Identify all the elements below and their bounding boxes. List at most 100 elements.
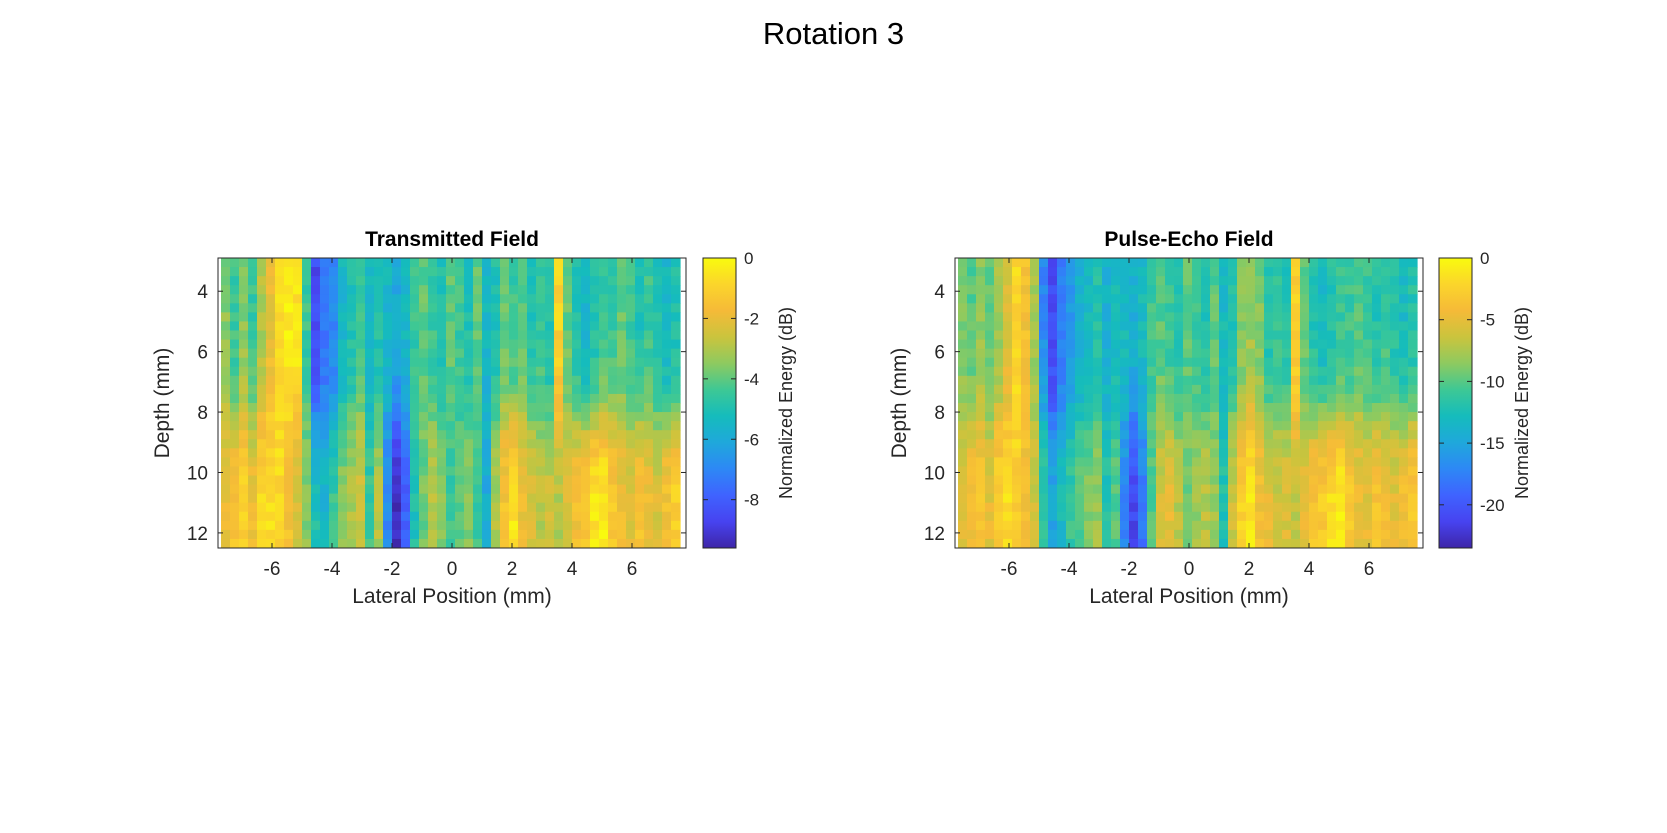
heatmap-cell xyxy=(644,276,654,286)
heatmap-cell xyxy=(527,511,537,522)
heatmap-cell xyxy=(482,439,492,449)
heatmap-cell xyxy=(554,466,564,477)
heatmap-cell xyxy=(653,330,663,341)
heatmap-cell xyxy=(1318,457,1328,468)
heatmap-cell xyxy=(1183,303,1193,313)
heatmap-cell xyxy=(338,529,348,540)
heatmap-cell xyxy=(967,393,977,404)
heatmap-cell xyxy=(1129,375,1139,386)
heatmap-cell xyxy=(1174,303,1184,313)
heatmap-cell xyxy=(401,384,411,395)
heatmap-cell xyxy=(284,511,294,522)
heatmap-cell xyxy=(1201,375,1211,386)
heatmap-cell xyxy=(1390,339,1400,350)
heatmap-cell xyxy=(1003,538,1013,548)
heatmap-cell xyxy=(239,348,249,359)
heatmap-cell xyxy=(985,475,995,486)
heatmap-cell xyxy=(266,439,276,449)
heatmap-cell xyxy=(266,412,276,422)
heatmap-cell xyxy=(284,366,294,377)
heatmap-cell xyxy=(1264,475,1274,486)
heatmap-cell xyxy=(572,403,582,413)
heatmap-cell xyxy=(275,502,285,513)
heatmap-cell xyxy=(1219,303,1229,313)
heatmap-cell xyxy=(419,285,429,295)
heatmap-cell xyxy=(374,403,384,413)
heatmap-cell xyxy=(563,294,573,304)
heatmap-cell xyxy=(985,348,995,359)
heatmap-cell xyxy=(1021,357,1031,368)
heatmap-cell xyxy=(1048,511,1058,522)
heatmap-cell xyxy=(311,520,321,531)
heatmap-cell xyxy=(1309,375,1319,386)
heatmap-cell xyxy=(1345,393,1355,404)
heatmap-cell xyxy=(509,339,519,350)
heatmap-cell xyxy=(320,448,330,458)
heatmap-cell xyxy=(1129,285,1139,295)
x-tick-label: -2 xyxy=(1121,559,1138,580)
heatmap-cell xyxy=(617,502,627,513)
heatmap-cell xyxy=(1390,538,1400,548)
heatmap-cell xyxy=(563,258,573,268)
heatmap-cell xyxy=(1390,357,1400,368)
heatmap-cell xyxy=(410,502,420,513)
heatmap-cell xyxy=(1075,267,1085,277)
heatmap-cell xyxy=(1390,439,1400,449)
heatmap-cell xyxy=(1210,430,1220,440)
heatmap-cell xyxy=(671,430,681,440)
heatmap-cell xyxy=(1075,303,1085,313)
heatmap-cell xyxy=(581,466,591,477)
heatmap-cell xyxy=(437,267,447,277)
heatmap-cell xyxy=(1039,294,1049,304)
heatmap-cell xyxy=(1273,393,1283,404)
heatmap-cell xyxy=(293,520,303,531)
heatmap-cell xyxy=(994,421,1004,431)
heatmap-cell xyxy=(392,366,402,377)
heatmap-cell xyxy=(590,484,600,495)
heatmap-cell xyxy=(1282,321,1292,332)
heatmap-cell xyxy=(239,484,249,495)
heatmap-cell xyxy=(1408,366,1418,377)
heatmap-cell xyxy=(473,330,483,341)
heatmap-cell xyxy=(958,484,968,495)
heatmap-cell xyxy=(635,439,645,449)
heatmap-cell xyxy=(284,294,294,304)
heatmap-cell xyxy=(1273,403,1283,413)
heatmap-cell xyxy=(374,439,384,449)
heatmap-cell xyxy=(536,339,546,350)
heatmap-cell xyxy=(1120,520,1130,531)
heatmap-cell xyxy=(1237,511,1247,522)
heatmap-cell xyxy=(545,321,555,332)
heatmap-cell xyxy=(671,448,681,458)
heatmap-cell xyxy=(976,538,986,548)
heatmap-cell xyxy=(1012,294,1022,304)
heatmap-cell xyxy=(1372,375,1382,386)
heatmap-cell xyxy=(392,520,402,531)
heatmap-cell xyxy=(401,258,411,268)
heatmap-cell xyxy=(338,348,348,359)
heatmap-cell xyxy=(1318,448,1328,458)
heatmap-cell xyxy=(976,475,986,486)
heatmap-cell xyxy=(1057,375,1067,386)
heatmap-cell xyxy=(338,276,348,286)
heatmap-cell xyxy=(1210,375,1220,386)
heatmap-cell xyxy=(1120,529,1130,540)
heatmap-cell xyxy=(976,412,986,422)
heatmap-cell xyxy=(554,493,564,504)
heatmap-cell xyxy=(1093,412,1103,422)
heatmap-cell xyxy=(1138,430,1148,440)
heatmap-cell xyxy=(1381,321,1391,332)
heatmap-cell xyxy=(473,357,483,368)
heatmap-cell xyxy=(1057,276,1067,286)
heatmap-cell xyxy=(1309,393,1319,404)
heatmap-cell xyxy=(248,384,258,395)
heatmap-cell xyxy=(1390,375,1400,386)
heatmap-cell xyxy=(428,258,438,268)
heatmap-cell xyxy=(311,511,321,522)
heatmap-cell xyxy=(1264,348,1274,359)
heatmap-cell xyxy=(509,258,519,268)
heatmap-cell xyxy=(347,258,357,268)
heatmap-cell xyxy=(347,538,357,548)
heatmap-cell xyxy=(967,375,977,386)
heatmap-cell xyxy=(500,412,510,422)
